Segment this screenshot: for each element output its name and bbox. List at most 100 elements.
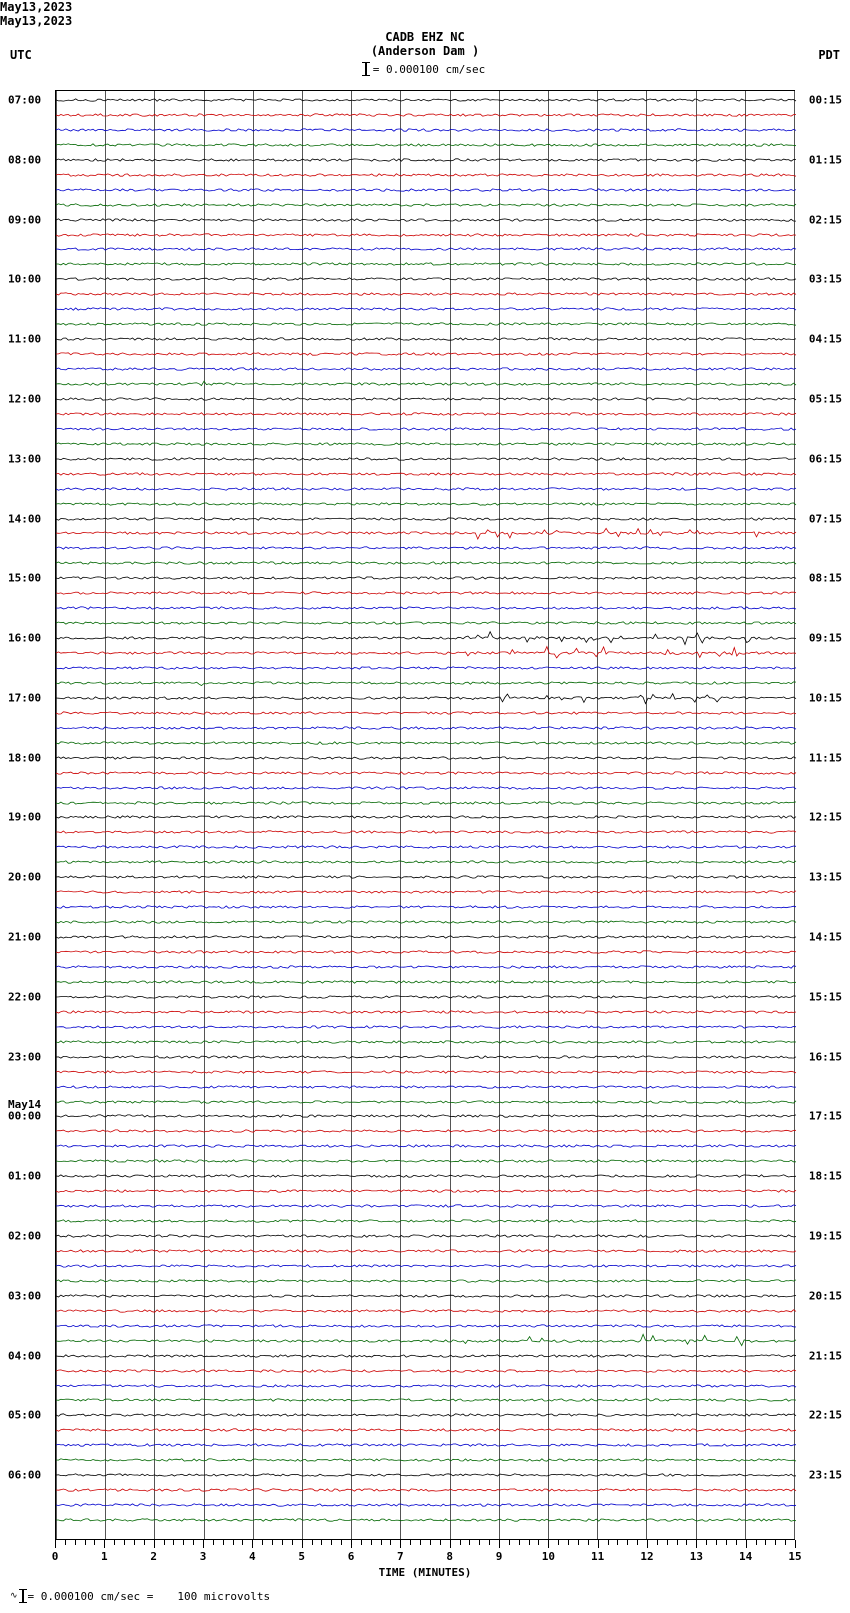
footer-scale-bar-icon: [22, 1589, 24, 1603]
x-tick-label: 1: [101, 1550, 108, 1563]
x-tick-label: 3: [200, 1550, 207, 1563]
time-label-left: 20:00: [8, 871, 41, 884]
time-label-left: 18:00: [8, 751, 41, 764]
time-label-left: 01:00: [8, 1170, 41, 1183]
x-tick-minor: [173, 1540, 174, 1545]
time-label-left: 23:00: [8, 1050, 41, 1063]
x-tick-minor: [351, 1540, 352, 1545]
x-tick-minor: [756, 1540, 757, 1545]
station-location: (Anderson Dam ): [0, 44, 850, 58]
time-label-left: 13:00: [8, 452, 41, 465]
x-tick-minor: [519, 1540, 520, 1545]
x-tick-minor: [548, 1540, 549, 1545]
x-tick-label: 13: [690, 1550, 703, 1563]
x-tick-minor: [765, 1540, 766, 1545]
seismogram-plot: 07:0008:0009:0010:0011:0012:0013:0014:00…: [55, 90, 795, 1540]
x-tick-minor: [657, 1540, 658, 1545]
date-right: May13,2023: [0, 14, 850, 28]
x-tick-minor: [331, 1540, 332, 1545]
x-tick-minor: [469, 1540, 470, 1545]
seismogram-header: CADB EHZ NC (Anderson Dam ) = 0.000100 c…: [0, 30, 850, 80]
time-label-right: 05:15: [809, 392, 842, 405]
x-tick-minor: [460, 1540, 461, 1545]
time-label-right: 08:15: [809, 572, 842, 585]
x-tick-minor: [440, 1540, 441, 1545]
x-tick-minor: [598, 1540, 599, 1545]
x-tick-minor: [617, 1540, 618, 1545]
x-tick-minor: [114, 1540, 115, 1545]
date-left: May13,2023: [0, 0, 850, 14]
scale-bar-icon: [365, 62, 367, 76]
x-tick-label: 2: [150, 1550, 157, 1563]
x-tick-minor: [667, 1540, 668, 1545]
x-tick-minor: [420, 1540, 421, 1545]
x-tick-minor: [410, 1540, 411, 1545]
x-tick-minor: [558, 1540, 559, 1545]
x-tick-minor: [371, 1540, 372, 1545]
x-tick-minor: [134, 1540, 135, 1545]
x-tick-minor: [529, 1540, 530, 1545]
time-label-right: 01:15: [809, 153, 842, 166]
x-tick-minor: [696, 1540, 697, 1545]
x-tick-minor: [627, 1540, 628, 1545]
x-tick-minor: [578, 1540, 579, 1545]
scale-text: = 0.000100 cm/sec: [373, 63, 486, 76]
x-tick-minor: [647, 1540, 648, 1545]
time-label-left: 12:00: [8, 392, 41, 405]
x-tick-minor: [677, 1540, 678, 1545]
x-tick-minor: [716, 1540, 717, 1545]
x-tick-minor: [400, 1540, 401, 1545]
x-tick-minor: [65, 1540, 66, 1545]
footer-scale-text: = 0.000100 cm/sec =: [28, 1590, 154, 1603]
time-label-right: 21:15: [809, 1349, 842, 1362]
x-tick-minor: [85, 1540, 86, 1545]
time-label-right: 15:15: [809, 990, 842, 1003]
time-label-left: 09:00: [8, 213, 41, 226]
x-tick-minor: [686, 1540, 687, 1545]
time-label-right: 11:15: [809, 751, 842, 764]
time-label-right: 23:15: [809, 1469, 842, 1482]
x-tick-minor: [509, 1540, 510, 1545]
time-label-right: 06:15: [809, 452, 842, 465]
x-tick-minor: [361, 1540, 362, 1545]
x-tick-label: 15: [788, 1550, 801, 1563]
x-tick-minor: [312, 1540, 313, 1545]
x-tick-minor: [252, 1540, 253, 1545]
time-label-left: 00:00: [8, 1110, 41, 1123]
x-tick-minor: [242, 1540, 243, 1545]
x-tick-label: 11: [591, 1550, 604, 1563]
x-tick-minor: [233, 1540, 234, 1545]
time-label-right: 02:15: [809, 213, 842, 226]
x-tick-minor: [282, 1540, 283, 1545]
x-tick-minor: [193, 1540, 194, 1545]
time-label-right: 13:15: [809, 871, 842, 884]
time-label-left: 19:00: [8, 811, 41, 824]
x-tick-label: 7: [397, 1550, 404, 1563]
x-tick-minor: [341, 1540, 342, 1545]
time-label-right: 03:15: [809, 273, 842, 286]
x-tick-label: 10: [542, 1550, 555, 1563]
x-tick-minor: [390, 1540, 391, 1545]
footer-volts: 100 microvolts: [177, 1590, 270, 1603]
x-tick-minor: [75, 1540, 76, 1545]
timezone-right: PDT: [818, 48, 840, 62]
time-label-right: 19:15: [809, 1230, 842, 1243]
x-tick-minor: [321, 1540, 322, 1545]
x-tick-minor: [568, 1540, 569, 1545]
seismic-trace: [56, 1510, 796, 1530]
time-label-right: 12:15: [809, 811, 842, 824]
time-label-left: 02:00: [8, 1230, 41, 1243]
x-tick-minor: [785, 1540, 786, 1545]
time-label-left: 17:00: [8, 691, 41, 704]
x-tick-label: 5: [298, 1550, 305, 1563]
x-axis-title: TIME (MINUTES): [379, 1566, 472, 1579]
station-code: CADB EHZ NC: [0, 30, 850, 44]
x-tick-minor: [55, 1540, 56, 1545]
x-tick-label: 8: [446, 1550, 453, 1563]
x-tick-minor: [94, 1540, 95, 1545]
x-tick-minor: [637, 1540, 638, 1545]
x-tick-minor: [479, 1540, 480, 1545]
time-label-left: 08:00: [8, 153, 41, 166]
time-label-left: 15:00: [8, 572, 41, 585]
x-tick-minor: [203, 1540, 204, 1545]
